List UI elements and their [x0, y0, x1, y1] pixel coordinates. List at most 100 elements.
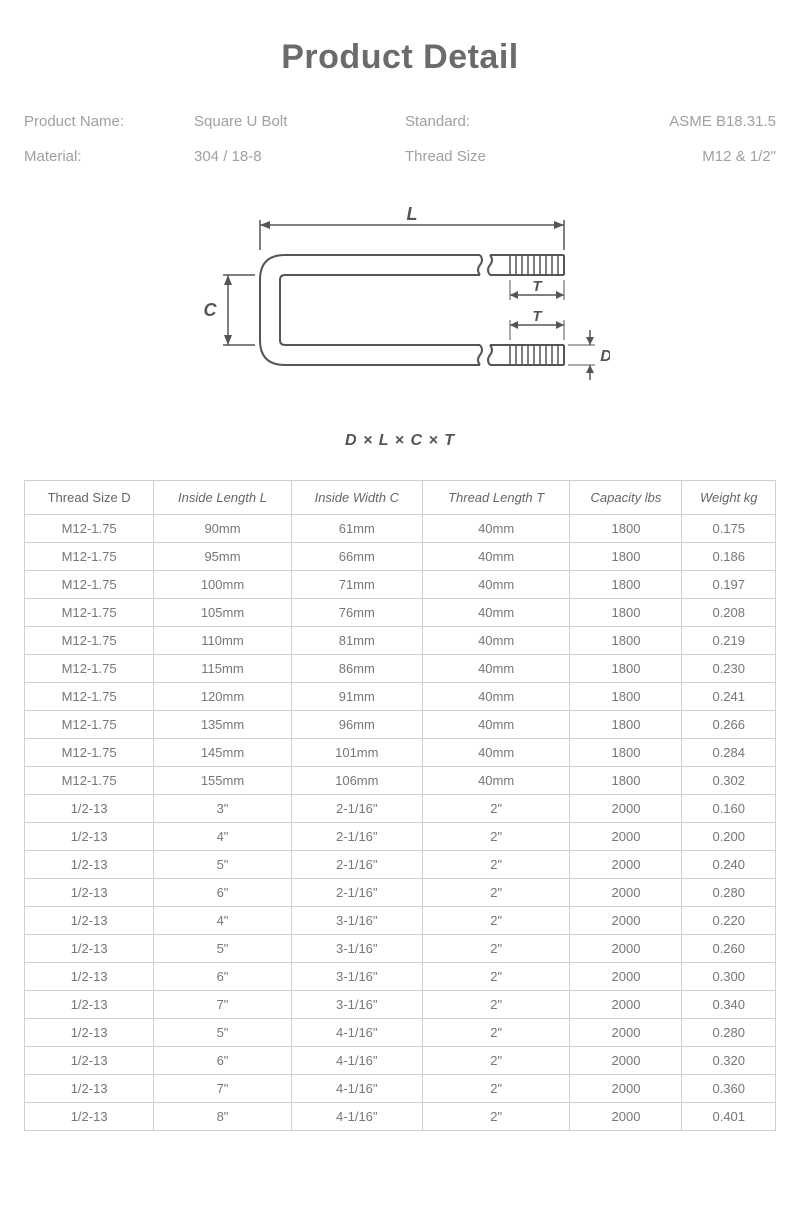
table-row: 1/2-137"4-1/16"2"20000.360	[25, 1075, 776, 1103]
table-cell: 2"	[422, 851, 570, 879]
table-cell: 2"	[422, 879, 570, 907]
table-cell: 1800	[570, 627, 682, 655]
table-cell: 2000	[570, 823, 682, 851]
table-cell: 106mm	[291, 767, 422, 795]
ubolt-diagram: L C T T D	[24, 195, 776, 420]
table-cell: 1/2-13	[25, 1075, 154, 1103]
table-cell: M12-1.75	[25, 655, 154, 683]
table-row: M12-1.75110mm81mm40mm18000.219	[25, 627, 776, 655]
table-cell: 0.241	[682, 683, 776, 711]
table-cell: 2000	[570, 1075, 682, 1103]
table-cell: 2-1/16"	[291, 795, 422, 823]
table-cell: 2-1/16"	[291, 851, 422, 879]
table-cell: 40mm	[422, 739, 570, 767]
table-cell: 105mm	[154, 599, 291, 627]
table-cell: 40mm	[422, 627, 570, 655]
table-cell: M12-1.75	[25, 683, 154, 711]
table-row: 1/2-135"4-1/16"2"20000.280	[25, 1019, 776, 1047]
table-cell: 40mm	[422, 571, 570, 599]
product-name-label: Product Name:	[24, 113, 194, 130]
standard-label: Standard:	[405, 113, 565, 130]
table-cell: 0.320	[682, 1047, 776, 1075]
table-cell: M12-1.75	[25, 543, 154, 571]
table-cell: 101mm	[291, 739, 422, 767]
table-cell: 0.280	[682, 1019, 776, 1047]
table-cell: 0.260	[682, 935, 776, 963]
table-row: 1/2-138"4-1/16"2"20000.401	[25, 1103, 776, 1131]
table-cell: 2-1/16"	[291, 823, 422, 851]
table-cell: 0.200	[682, 823, 776, 851]
table-cell: 6"	[154, 963, 291, 991]
table-cell: 110mm	[154, 627, 291, 655]
table-cell: 100mm	[154, 571, 291, 599]
table-cell: 2000	[570, 879, 682, 907]
table-cell: 71mm	[291, 571, 422, 599]
table-cell: 2"	[422, 963, 570, 991]
table-cell: 1800	[570, 543, 682, 571]
table-header-cell: Inside Width C	[291, 481, 422, 515]
table-cell: 6"	[154, 879, 291, 907]
table-cell: 0.300	[682, 963, 776, 991]
table-cell: 0.160	[682, 795, 776, 823]
thread-size-label: Thread Size	[405, 148, 565, 165]
table-cell: 0.240	[682, 851, 776, 879]
table-cell: 2000	[570, 1019, 682, 1047]
table-cell: 7"	[154, 991, 291, 1019]
table-cell: 2-1/16"	[291, 879, 422, 907]
table-cell: 1/2-13	[25, 1103, 154, 1131]
table-cell: 40mm	[422, 683, 570, 711]
table-cell: 1/2-13	[25, 851, 154, 879]
table-row: 1/2-135"3-1/16"2"20000.260	[25, 935, 776, 963]
table-cell: 0.220	[682, 907, 776, 935]
table-cell: 115mm	[154, 655, 291, 683]
table-cell: 2000	[570, 935, 682, 963]
table-cell: 2"	[422, 823, 570, 851]
table-cell: 0.219	[682, 627, 776, 655]
table-cell: 4-1/16"	[291, 1075, 422, 1103]
table-header-cell: Capacity lbs	[570, 481, 682, 515]
thread-size-value: M12 & 1/2"	[565, 148, 776, 165]
table-cell: M12-1.75	[25, 571, 154, 599]
table-cell: 61mm	[291, 515, 422, 543]
table-cell: 0.197	[682, 571, 776, 599]
table-cell: 4-1/16"	[291, 1103, 422, 1131]
table-cell: 2"	[422, 795, 570, 823]
product-name-value: Square U Bolt	[194, 113, 405, 130]
table-row: M12-1.75100mm71mm40mm18000.197	[25, 571, 776, 599]
table-row: M12-1.75115mm86mm40mm18000.230	[25, 655, 776, 683]
table-cell: M12-1.75	[25, 627, 154, 655]
table-header-cell: Thread Length T	[422, 481, 570, 515]
table-cell: 5"	[154, 851, 291, 879]
table-cell: 145mm	[154, 739, 291, 767]
table-cell: 5"	[154, 1019, 291, 1047]
table-cell: 0.360	[682, 1075, 776, 1103]
table-cell: 1/2-13	[25, 795, 154, 823]
table-cell: 2"	[422, 1019, 570, 1047]
table-cell: 4-1/16"	[291, 1047, 422, 1075]
table-cell: 0.302	[682, 767, 776, 795]
table-row: 1/2-136"4-1/16"2"20000.320	[25, 1047, 776, 1075]
table-row: M12-1.75145mm101mm40mm18000.284	[25, 739, 776, 767]
table-cell: 3-1/16"	[291, 907, 422, 935]
table-cell: 40mm	[422, 515, 570, 543]
table-cell: 1800	[570, 767, 682, 795]
table-cell: 1800	[570, 571, 682, 599]
material-label: Material:	[24, 148, 194, 165]
diagram-label-t1: T	[532, 278, 543, 295]
table-cell: 0.340	[682, 991, 776, 1019]
table-cell: 1800	[570, 655, 682, 683]
table-cell: 2"	[422, 935, 570, 963]
table-body: M12-1.7590mm61mm40mm18000.175M12-1.7595m…	[25, 515, 776, 1131]
table-cell: 1/2-13	[25, 823, 154, 851]
table-cell: 2000	[570, 1047, 682, 1075]
table-cell: 2"	[422, 1047, 570, 1075]
table-row: M12-1.75120mm91mm40mm18000.241	[25, 683, 776, 711]
table-cell: M12-1.75	[25, 711, 154, 739]
table-cell: 135mm	[154, 711, 291, 739]
table-cell: 2000	[570, 851, 682, 879]
table-cell: 8"	[154, 1103, 291, 1131]
table-cell: 6"	[154, 1047, 291, 1075]
table-row: M12-1.75105mm76mm40mm18000.208	[25, 599, 776, 627]
standard-value: ASME B18.31.5	[565, 113, 776, 130]
table-row: M12-1.7595mm66mm40mm18000.186	[25, 543, 776, 571]
